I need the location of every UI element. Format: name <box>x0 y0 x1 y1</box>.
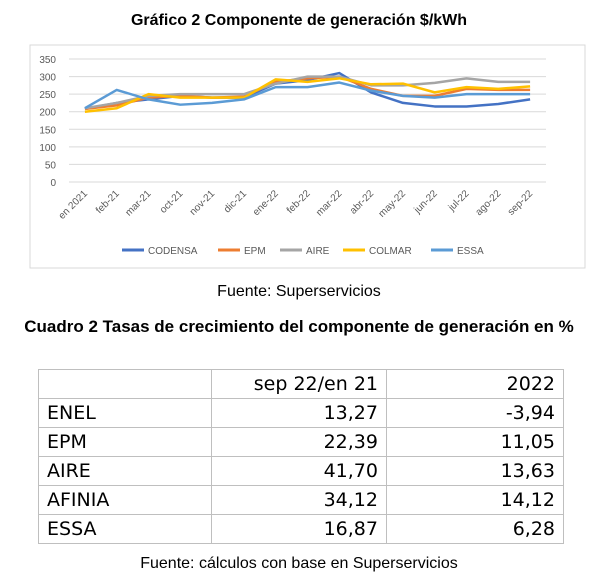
x-tick-label: ago-22 <box>474 188 504 218</box>
table-title: Cuadro 2 Tasas de crecimiento del compon… <box>24 317 574 336</box>
table-cell: 11,05 <box>386 427 564 457</box>
legend-label: EPM <box>244 246 266 257</box>
chart-frame <box>29 44 586 269</box>
table-cell: ENEL <box>38 398 212 428</box>
table-cell: 22,39 <box>211 427 387 457</box>
table-row: ESSA 16,87 6,28 <box>38 514 564 544</box>
chart-title: Gráfico 2 Componente de generación $/kWh <box>130 12 468 29</box>
series-line <box>84 77 531 113</box>
x-tick-label: en 2021 <box>57 188 91 222</box>
header-cell: sep 22/en 21 <box>211 369 387 399</box>
table-cell: EPM <box>38 427 212 457</box>
x-tick-label: feb-21 <box>94 188 122 216</box>
legend-label: COLMAR <box>369 246 412 257</box>
x-tick-label: jun-22 <box>412 188 440 216</box>
y-tick-label: 100 <box>39 143 56 154</box>
y-tick-label: 150 <box>39 125 56 136</box>
legend-label: AIRE <box>306 246 330 257</box>
table-row: ENEL 13,27 -3,94 <box>38 398 564 428</box>
header-cell: 2022 <box>386 369 564 399</box>
x-tick-label: sep-22 <box>506 188 536 218</box>
x-tick-label: jul-22 <box>446 188 472 214</box>
table-row: EPM 22,39 11,05 <box>38 427 564 457</box>
table-row: AIRE 41,70 13,63 <box>38 456 564 486</box>
table-cell: 14,12 <box>386 485 564 515</box>
y-tick-label: 250 <box>39 90 56 101</box>
series-line <box>84 81 531 110</box>
table-cell: AIRE <box>38 456 212 486</box>
y-tick-label: 0 <box>50 178 56 189</box>
y-tick-label: 200 <box>39 108 56 119</box>
chart: 0 50 100 150 200 250 300 350 en 2021 feb-21 mar-21… <box>29 44 586 269</box>
table-row: AFINIA 34,12 14,12 <box>38 485 564 515</box>
table-cell: 13,27 <box>211 398 387 428</box>
x-tick-label: may-22 <box>377 188 409 220</box>
x-tick-label: mar-22 <box>314 188 344 218</box>
table-cell: 16,87 <box>211 514 387 544</box>
y-tick-label: 350 <box>39 55 56 66</box>
y-tick-label: 300 <box>39 73 56 84</box>
x-tick-label: abr-22 <box>348 188 377 217</box>
x-tick-label: nov-21 <box>188 188 218 218</box>
x-tick-label: oct-21 <box>158 188 186 216</box>
series-line <box>84 75 531 111</box>
table-cell: 13,63 <box>386 456 564 486</box>
table-header: sep 22/en 21 2022 <box>38 369 564 399</box>
table-cell: AFINIA <box>38 485 212 515</box>
x-tick-label: mar-21 <box>123 188 153 218</box>
x-tick-label: feb-22 <box>285 188 313 216</box>
legend-label: CODENSA <box>148 246 198 257</box>
table-cell: 6,28 <box>386 514 564 544</box>
table-cell: -3,94 <box>386 398 564 428</box>
table-cell: 41,70 <box>211 456 387 486</box>
data-table: sep 22/en 21 2022 ENEL 13,27 -3,94 EPM 22,39… <box>38 369 564 544</box>
table-cell: 34,12 <box>211 485 387 515</box>
x-tick-label: dic-21 <box>222 188 249 215</box>
table-cell: ESSA <box>38 514 212 544</box>
y-tick-label: 50 <box>45 160 57 171</box>
legend-label: ESSA <box>457 246 484 257</box>
header-cell <box>38 369 212 399</box>
x-tick-label: ene-22 <box>251 188 281 218</box>
table-source: Fuente: cálculos con base en Superservic… <box>140 555 458 572</box>
chart-source: Fuente: Superservicios <box>217 283 381 300</box>
